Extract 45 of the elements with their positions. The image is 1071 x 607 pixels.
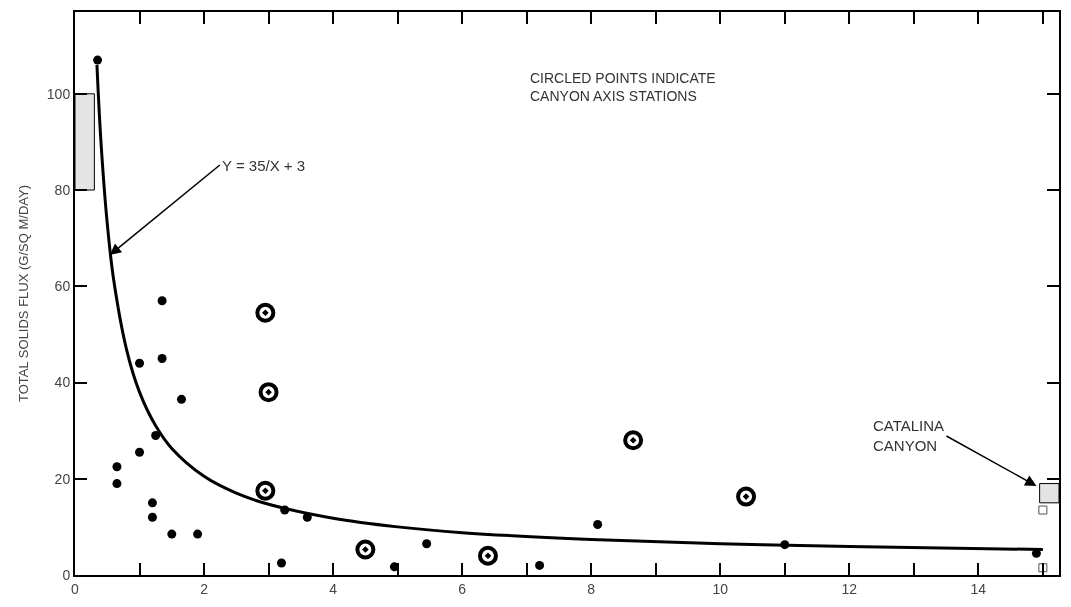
point: [135, 447, 145, 457]
annotation: Y = 35/X + 3: [222, 157, 306, 174]
x-tick-label: 8: [587, 580, 596, 597]
point: [255, 480, 276, 501]
point: [623, 430, 644, 451]
point: [535, 560, 545, 570]
point: [593, 519, 603, 529]
annotation: CATALINA CANYON: [873, 417, 945, 454]
point: [477, 545, 498, 566]
point: [151, 430, 161, 440]
y-tick-label: 100: [46, 85, 71, 102]
point: [422, 539, 432, 549]
point: [112, 462, 122, 472]
point: [157, 296, 167, 306]
x-tick-label: 2: [200, 580, 209, 597]
point: [147, 498, 157, 508]
x-tick-label: 6: [458, 580, 467, 597]
annotation: CIRCLED POINTS INDICATE CANYON AXIS STATIONS: [530, 70, 716, 105]
y-tick-label: 40: [54, 374, 71, 391]
point: [355, 539, 376, 560]
x-tick-label: 10: [712, 580, 729, 597]
y-tick-label: 60: [54, 278, 71, 295]
point: [93, 55, 103, 65]
point: [1038, 563, 1048, 573]
point: [258, 382, 279, 403]
y-axis-title: TOTAL SOLIDS FLUX (G/SQ M/DAY): [16, 185, 32, 402]
x-tick-label: 12: [841, 580, 858, 597]
point: [167, 529, 177, 539]
point: [147, 512, 157, 522]
point: [276, 558, 286, 568]
point: [255, 302, 276, 323]
point: [176, 394, 186, 404]
y-tick-label: 20: [54, 470, 71, 487]
point: [112, 479, 122, 489]
point: [193, 529, 203, 539]
y-tick-label: 0: [62, 566, 71, 583]
y-tick-label: 80: [54, 181, 71, 198]
point: [1038, 505, 1048, 515]
point: [157, 353, 167, 363]
point: [780, 540, 790, 550]
point: [736, 486, 757, 507]
x-tick-label: 4: [329, 580, 338, 597]
x-tick-label: 14: [970, 580, 987, 597]
point: [280, 505, 290, 515]
point: [135, 358, 145, 368]
